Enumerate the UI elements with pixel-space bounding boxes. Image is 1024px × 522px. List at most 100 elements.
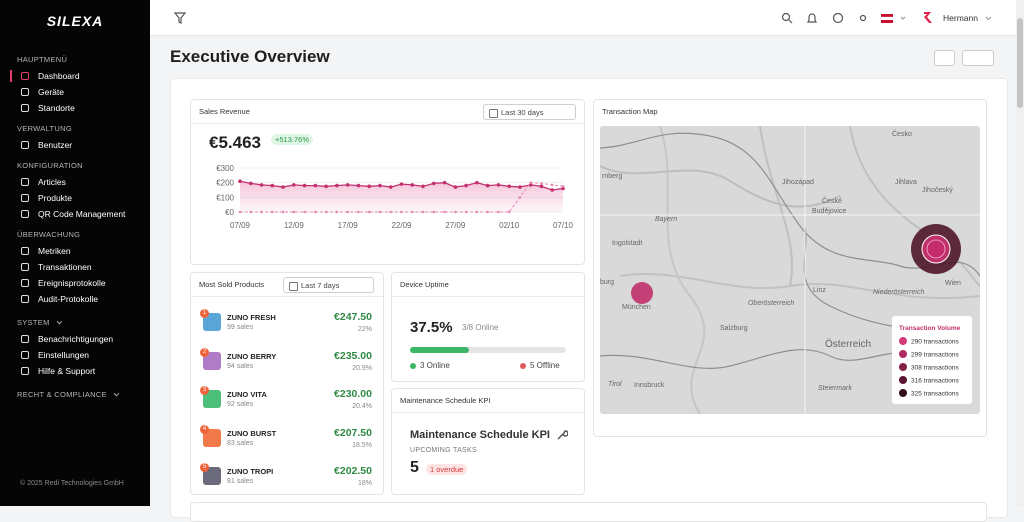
chevron[interactable] [56, 318, 62, 325]
nav-item[interactable]: Metriken [0, 243, 150, 259]
next-card [190, 502, 987, 522]
section-title: ÜBERWACHUNG [17, 230, 81, 239]
product-row[interactable]: 1 ZUNO FRESH 99 sales €247.50 22% [191, 301, 383, 340]
label: UPCOMING TASKS [410, 447, 477, 454]
legend: Transaction Volume 290 transactions 299 tr… [892, 316, 972, 404]
nav-label: Audit-Protokolle [38, 294, 99, 304]
map[interactable]: Česko rnberg Jihozápad Jihlava Jihočeský Česk… [600, 126, 980, 414]
nav-item[interactable]: Benutzer [0, 137, 150, 153]
nav-item[interactable]: Audit-Protokolle [0, 291, 150, 307]
rank-badge: 4 [200, 424, 209, 434]
bell-icon[interactable] [807, 13, 817, 23]
marker-core [926, 239, 946, 259]
nav-icon [21, 88, 29, 96]
area [240, 181, 563, 212]
map-label: burg [600, 279, 614, 286]
scrollbar [1016, 0, 1024, 506]
point [507, 184, 511, 189]
product-row[interactable]: 3 ZUNO VITA 92 sales €230.00 20.4% [191, 378, 383, 417]
settings-button[interactable] [962, 50, 994, 66]
point [529, 181, 532, 184]
nav-item[interactable]: Produkte [0, 190, 150, 206]
nav-item[interactable]: QR Code Management [0, 206, 150, 222]
info-icon[interactable] [832, 12, 844, 24]
product-row[interactable]: 5 ZUNO TROPI 81 sales €202.50 18% [191, 455, 383, 494]
chevron[interactable] [113, 390, 120, 397]
nav-label: Standorte [38, 103, 75, 113]
point [249, 210, 253, 214]
point [410, 210, 414, 214]
legend-label: 325 transactions [911, 391, 959, 398]
nav-item[interactable]: Hilfe & Support [0, 363, 150, 379]
point [324, 210, 328, 214]
nav-item[interactable]: Benachrichtigungen [0, 331, 150, 347]
page-title: Executive Overview [170, 47, 330, 66]
card-title: Device Uptime [392, 273, 584, 297]
nav-label: Benachrichtigungen [38, 334, 114, 344]
marker[interactable] [631, 282, 653, 304]
nav-label: Einstellungen [38, 350, 90, 360]
filter-icon[interactable] [173, 12, 187, 24]
uptime-track [410, 347, 566, 353]
nav-icon [21, 72, 29, 80]
point [518, 196, 522, 199]
product-icon [203, 351, 221, 370]
product-sales: 92 sales [227, 401, 254, 408]
point [378, 183, 382, 188]
x-tick-label: 22/09 [391, 221, 412, 230]
legend-swatch [899, 350, 907, 358]
nav-icon [21, 141, 29, 149]
nav-item[interactable]: Dashboard [0, 68, 150, 84]
map-label: Niederösterreich [873, 289, 924, 296]
nav-item[interactable]: Einstellungen [0, 347, 150, 363]
nav-label: Articles [38, 177, 66, 187]
product-share: 18.5% [352, 441, 372, 449]
section-title: HAUPTMENÜ [17, 55, 68, 64]
nav-label: Hilfe & Support [38, 366, 96, 376]
point [561, 186, 565, 191]
legend-box [892, 316, 972, 404]
nav-item[interactable]: Articles [0, 174, 150, 190]
nav-item[interactable]: Ereignisprotokolle [0, 275, 150, 291]
product-row[interactable]: 2 ZUNO BERRY 94 sales €235.00 20.9% [191, 340, 383, 379]
legend-title: Transaction Volume [899, 325, 961, 332]
range-select[interactable]: Last 7 days [283, 277, 374, 293]
nav-item[interactable]: Transaktionen [0, 259, 150, 275]
map-label: Bayern [655, 216, 677, 223]
product-row[interactable]: 4 ZUNO BURST 83 sales €207.50 18.5% [191, 417, 383, 456]
point [238, 179, 242, 183]
online: 3 Online [410, 361, 450, 370]
point [302, 183, 307, 188]
card-title: Maintenance Schedule KPI [392, 389, 584, 413]
scroll-thumb[interactable] [1017, 18, 1023, 108]
product-share: 18% [357, 480, 372, 487]
rank-badge: 2 [200, 347, 209, 357]
point [389, 210, 393, 214]
map-label: Salzburg [720, 325, 748, 332]
nav-item[interactable]: Geräte [0, 84, 150, 100]
border [600, 349, 941, 369]
product-share: 20.4% [352, 403, 372, 410]
point [378, 210, 382, 214]
product-sales: 99 sales [227, 324, 254, 331]
user-name[interactable]: Hermann [943, 13, 978, 23]
legend-swatch [899, 376, 907, 384]
nav-item[interactable]: Standorte [0, 100, 150, 116]
flag[interactable] [881, 14, 893, 17]
point [346, 210, 349, 214]
user-logo[interactable] [924, 12, 932, 23]
theme-icon[interactable] [859, 14, 867, 22]
nav-icon [21, 367, 29, 375]
search-icon[interactable] [781, 12, 791, 22]
point [497, 210, 500, 214]
nav-icon [21, 178, 29, 186]
logo[interactable]: SILEXA [46, 13, 104, 29]
edit-button[interactable] [934, 50, 955, 66]
range-select[interactable]: Last 30 days [483, 104, 576, 120]
river [600, 165, 841, 208]
legend-swatch [899, 337, 907, 345]
legend-label: 308 transactions [911, 365, 959, 372]
point [442, 180, 447, 185]
map-label: Wien [945, 280, 961, 287]
section-title: SYSTEM [0, 315, 150, 331]
